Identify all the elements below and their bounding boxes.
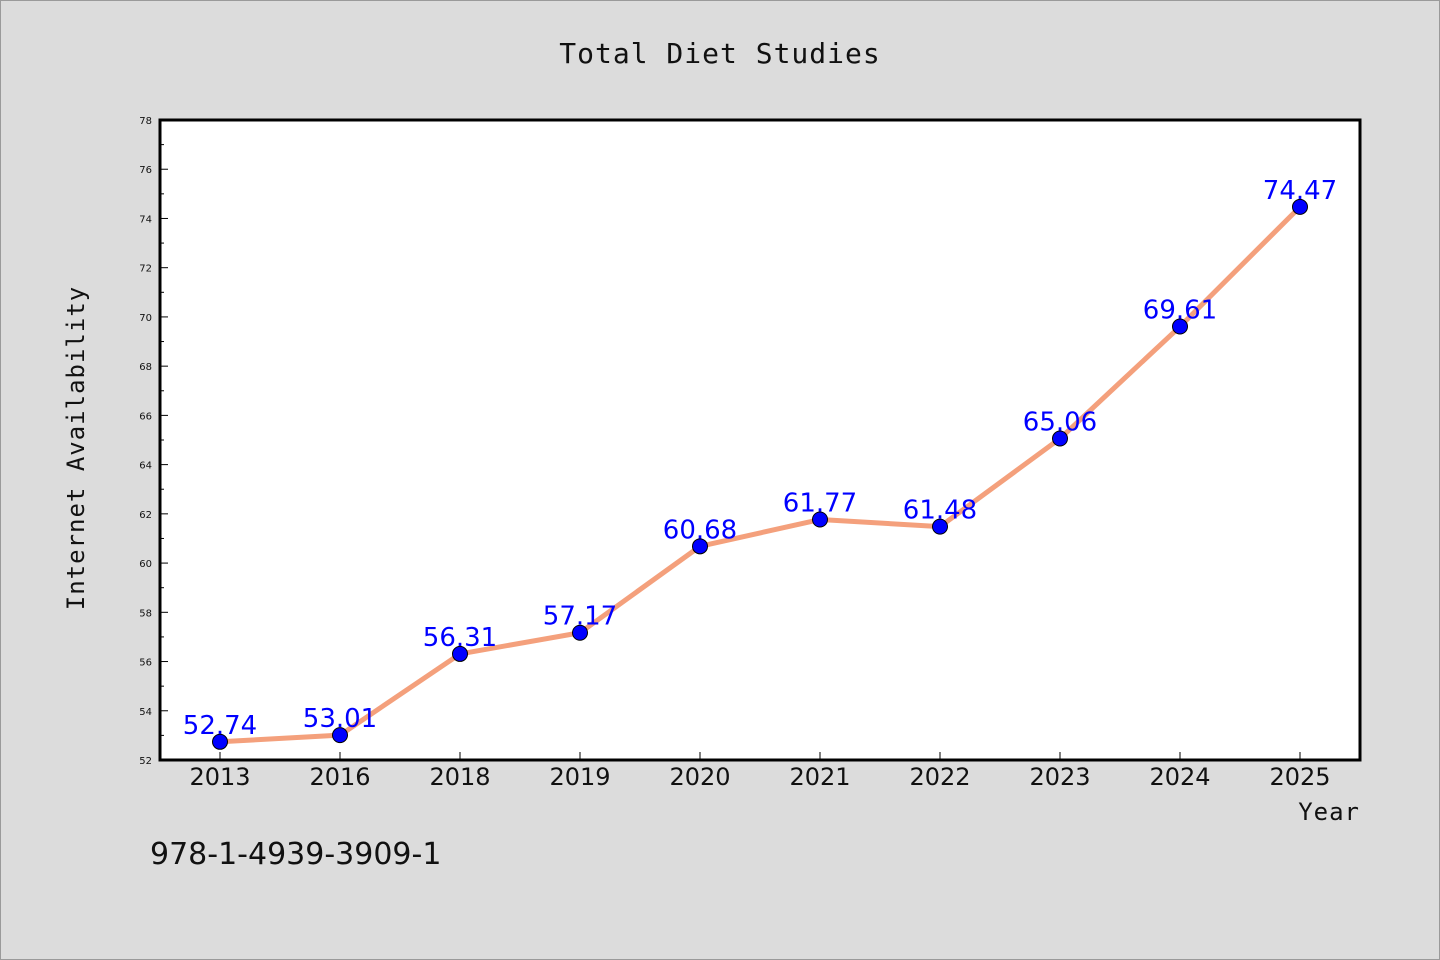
x-tick-label: 2016: [309, 763, 370, 791]
y-tick-label: 66: [139, 411, 152, 422]
data-point: [212, 733, 228, 750]
y-axis-label: Internet Availability: [62, 286, 90, 610]
x-tick-label: 2023: [1029, 763, 1090, 791]
y-tick-label: 64: [139, 461, 152, 472]
y-axis: 52 54 56 58 60 62 64 66 68 70 72 74 76 78: [139, 116, 168, 767]
data-point: [1052, 430, 1068, 447]
data-label: 69.61: [1143, 296, 1217, 326]
series-polyline: [217, 204, 1303, 745]
data-point: [1292, 198, 1308, 215]
isbn-footer: 978-1-4939-3909-1: [150, 837, 441, 872]
data-label: 60.68: [663, 515, 737, 545]
y-tick-label: 78: [139, 116, 152, 127]
data-point: [332, 727, 348, 744]
y-tick-label: 52: [139, 756, 152, 767]
x-tick-label: 2025: [1269, 763, 1330, 791]
data-label: 61.77: [783, 489, 857, 519]
y-tick-label: 58: [139, 608, 152, 619]
x-tick-label: 2022: [909, 763, 970, 791]
data-label: 52.74: [183, 711, 257, 741]
y-tick-label: 74: [139, 214, 152, 225]
data-point: [692, 538, 708, 555]
data-label: 53.01: [303, 704, 377, 734]
data-label: 61.48: [903, 496, 977, 526]
x-tick-label: 2020: [669, 763, 730, 791]
x-tick-label: 2013: [189, 763, 250, 791]
plot-area: [158, 118, 1362, 762]
x-tick-label: 2019: [549, 763, 610, 791]
y-tick-label: 70: [139, 313, 152, 324]
data-point: [812, 511, 828, 528]
data-point: [452, 645, 468, 662]
data-label: 65.06: [1023, 408, 1097, 438]
data-point: [572, 624, 588, 641]
y-tick-label: 68: [139, 362, 152, 373]
data-labels: 52.74 53.01 56.31 57.17 60.68 61.77 61.48 65.06…: [183, 176, 1337, 741]
data-point: [932, 518, 948, 535]
y-tick-label: 54: [139, 707, 152, 718]
data-label: 56.31: [423, 623, 497, 653]
y-tick-label: 72: [139, 264, 152, 275]
x-tick-label: 2018: [429, 763, 490, 791]
x-axis: 2013 2016 2018 2019 2020 2021 2022 2023 2024 2025: [189, 752, 1331, 791]
x-tick-label: 2024: [1149, 763, 1210, 791]
chart-title: Total Diet Studies: [559, 37, 880, 70]
series-line: [212, 198, 1308, 750]
data-label: 57.17: [543, 602, 617, 632]
y-tick-label: 60: [139, 559, 152, 570]
y-tick-label: 76: [139, 165, 152, 176]
data-point: [1172, 318, 1188, 335]
x-axis-label: Year: [1298, 798, 1360, 826]
y-tick-label: 56: [139, 658, 152, 669]
y-tick-label: 62: [139, 510, 152, 521]
x-tick-label: 2021: [789, 763, 850, 791]
data-label: 74.47: [1263, 176, 1337, 206]
